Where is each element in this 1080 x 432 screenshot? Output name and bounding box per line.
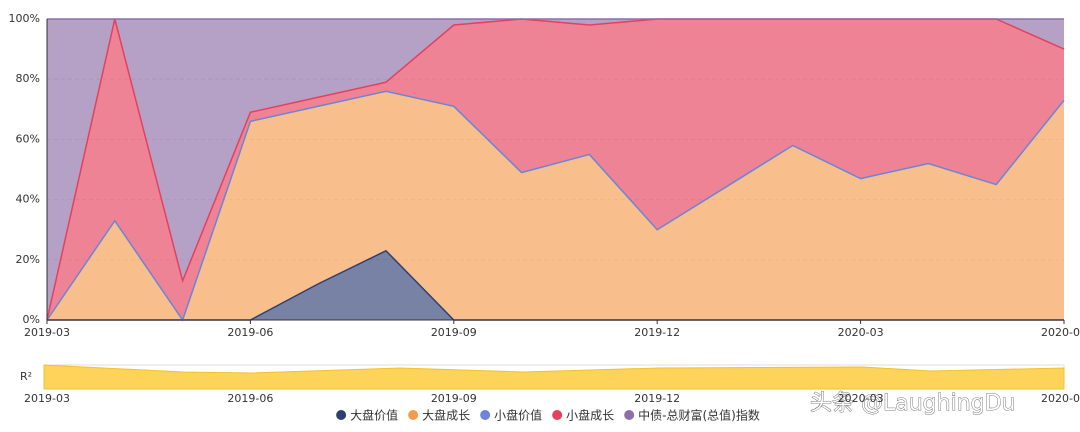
legend-marker: [552, 410, 563, 420]
x-tick-label: 2019-06: [227, 326, 273, 339]
slider-tick-label: 2019-09: [431, 392, 477, 405]
x-tick-label: 2020-03: [838, 326, 884, 339]
legend-label: 小盘价值: [494, 408, 542, 423]
y-tick-label: 80%: [16, 72, 40, 85]
slider-tick-label: 2020-06: [1041, 392, 1080, 405]
watermark: 头条 @LaughingDu: [810, 391, 1016, 416]
area: [47, 250, 1064, 320]
slider-preview: [43, 364, 1065, 390]
slider-tick-label: 2019-12: [634, 392, 680, 405]
legend-label: 中债-总财富(总值)指数: [638, 408, 760, 423]
x-tick-label: 2019-09: [431, 326, 477, 339]
x-tick-label: 2020-06: [1041, 326, 1080, 339]
slider-tick-label: 2019-06: [227, 392, 273, 405]
area: [47, 19, 1064, 320]
y-tick-label: 60%: [16, 132, 40, 145]
legend-marker: [408, 410, 419, 420]
slider-tick-label: 2020-03: [838, 392, 884, 405]
area: [47, 91, 1064, 321]
slider-tick-label: 2019-03: [24, 392, 70, 405]
y-tick-label: 40%: [16, 193, 40, 206]
legend-label: 大盘价值: [350, 408, 398, 423]
x-tick-label: 2019-03: [24, 326, 70, 339]
x-tick-label: 2019-12: [634, 326, 680, 339]
area: [47, 19, 1064, 320]
legend-label: 小盘成长: [566, 408, 614, 423]
y-tick-label: 0%: [23, 313, 40, 326]
legend-marker: [336, 410, 347, 420]
legend-marker: [624, 410, 635, 420]
y-tick-label: 20%: [16, 253, 40, 266]
legend-marker: [480, 410, 491, 420]
slider-label: R²: [20, 370, 32, 383]
legend-label: 大盘成长: [422, 408, 470, 423]
y-tick-label: 100%: [9, 12, 40, 25]
area-line: [46, 90, 1065, 322]
